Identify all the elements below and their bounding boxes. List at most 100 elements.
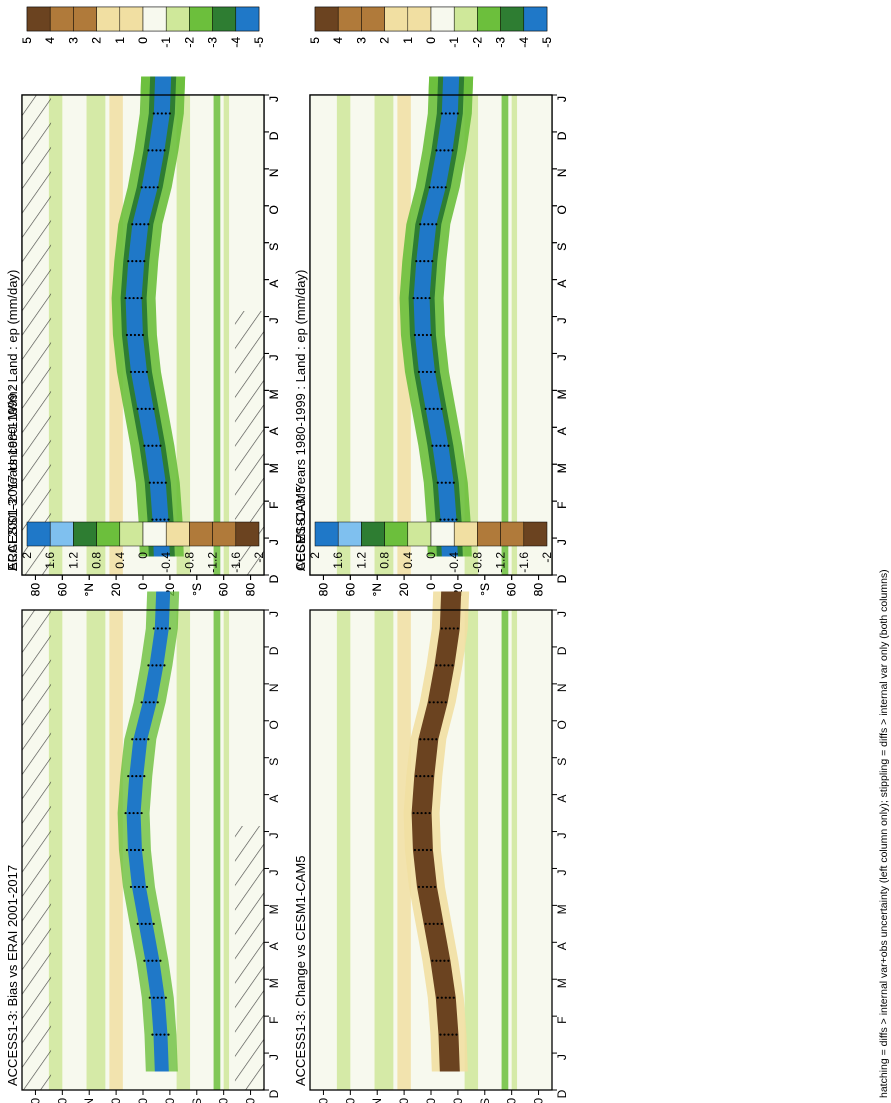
colorbar-swatch <box>96 6 121 32</box>
stipple-dot <box>444 701 447 704</box>
stipple-dot <box>455 1033 458 1036</box>
itcz-band <box>117 591 180 1072</box>
colorbar-label: -2 <box>470 37 484 48</box>
stipple-dot <box>140 811 143 815</box>
month-tick-label: S <box>555 243 569 251</box>
month-tick-label: J <box>555 539 569 545</box>
stipple-dot <box>439 664 442 667</box>
stipple-dot <box>432 922 435 925</box>
stipple-dot <box>141 885 145 889</box>
lat-tick-label: °N <box>82 583 96 596</box>
stipple-dot <box>439 149 442 152</box>
stipple-dot <box>164 627 167 630</box>
month-tick-label: A <box>555 280 569 288</box>
stipple-dot <box>148 481 151 484</box>
stipple-dot <box>145 885 149 889</box>
stipple-dot <box>440 627 443 630</box>
stipple-dot <box>164 112 167 115</box>
colorbar-swatch <box>430 521 455 547</box>
lat-tick-label: 0 <box>136 583 150 590</box>
zonal-band <box>86 95 106 575</box>
lat-tick-label: 20 <box>397 583 411 597</box>
month-tick-label: O <box>267 205 281 214</box>
colorbar-label: 2 <box>20 552 34 559</box>
stipple-dot <box>440 922 443 925</box>
stipple-dot <box>151 959 154 962</box>
month-tick-label: J <box>267 539 281 545</box>
stipple-dot <box>424 407 427 410</box>
stipple-dot <box>452 112 455 115</box>
stipple-dot <box>144 701 147 704</box>
stipple-dot <box>448 627 451 630</box>
stipple-dot <box>436 481 439 484</box>
month-tick-label: F <box>555 1016 569 1023</box>
colorbar-swatch <box>49 521 74 547</box>
stipple-dot <box>163 1033 166 1036</box>
stipple-dot <box>415 775 418 778</box>
stipple-dot <box>439 959 442 962</box>
colorbar-label: 2 <box>308 552 322 559</box>
stipple-dot <box>451 664 454 667</box>
month-tick-label: J <box>267 354 281 360</box>
stipple-dot <box>143 775 146 778</box>
stipple-dot <box>429 848 433 852</box>
colorbar-swatch <box>523 6 548 32</box>
colorbar-label: 2 <box>90 37 104 44</box>
colorbar-swatch <box>142 6 167 32</box>
month-tick-label: A <box>555 280 569 288</box>
lat-tick-label: 80 <box>316 583 330 597</box>
stipple-dot <box>143 444 146 447</box>
stipple-dot <box>155 664 158 667</box>
zonal-band <box>176 610 191 1090</box>
stipple-dot <box>436 996 439 999</box>
stipple-dot <box>160 996 163 999</box>
colorbar-label: 1.2 <box>66 552 80 569</box>
stipple-dot <box>455 518 458 521</box>
panel-title: ACCESS1-3: Years 1980-1999 : Land : ep (… <box>293 270 308 571</box>
stipple-dot <box>443 1033 446 1036</box>
panel-p5: 8060°N20020°S6080DJFMAMJJASONDJACCESS1-3… <box>5 521 281 1103</box>
hatching <box>22 610 52 1090</box>
stipple-dot <box>135 260 138 263</box>
colorbar-swatch <box>407 6 432 32</box>
stipple-dot <box>435 444 438 447</box>
month-tick-label: D <box>555 1089 569 1098</box>
stipple-dot <box>151 518 154 521</box>
colorbar-label: -0.8 <box>182 552 196 573</box>
month-tick-label: J <box>267 96 281 102</box>
stipple-dot <box>443 959 446 962</box>
lat-tick-label: 0 <box>424 1098 438 1103</box>
colorbar-label: -4 <box>517 37 531 48</box>
lat-tick-label: 80 <box>244 583 258 597</box>
colorbar-swatch <box>189 521 213 547</box>
month-tick-label: A <box>555 795 569 803</box>
stipple-dot <box>152 407 155 410</box>
month-tick-label: J <box>555 611 569 617</box>
stipple-dot <box>155 149 158 152</box>
colorbar-label: 0 <box>136 37 150 44</box>
lat-tick-label: °N <box>370 583 384 596</box>
month-tick-label: J <box>555 1054 569 1060</box>
stipple-dot <box>139 738 142 741</box>
stipple-dot <box>436 922 439 925</box>
colorbar-label: -2 <box>182 37 196 48</box>
stipple-dot <box>155 444 158 447</box>
panel-title: ACCESS1-3: Change vs CESM1-CAM5 <box>293 856 308 1086</box>
lat-tick-label: 60 <box>217 583 231 597</box>
lat-tick-label: 80 <box>28 583 42 597</box>
stipple-dot <box>425 333 429 337</box>
stipple-dot <box>452 481 455 484</box>
colorbar-label: 3 <box>354 37 368 44</box>
month-tick-label: M <box>555 463 569 473</box>
stipple-dot <box>435 223 438 226</box>
stipple-dot <box>451 518 454 521</box>
stipple-dot <box>432 407 435 410</box>
colorbar-label: -2 <box>470 37 484 48</box>
month-tick-label: D <box>555 131 569 140</box>
lat-tick-label: 80 <box>244 1098 258 1103</box>
stipple-dot <box>129 333 133 337</box>
stipple-dot <box>141 333 145 337</box>
stipple-dot <box>452 627 455 630</box>
stipple-dot <box>447 444 450 447</box>
colorbar-swatch <box>314 521 339 547</box>
